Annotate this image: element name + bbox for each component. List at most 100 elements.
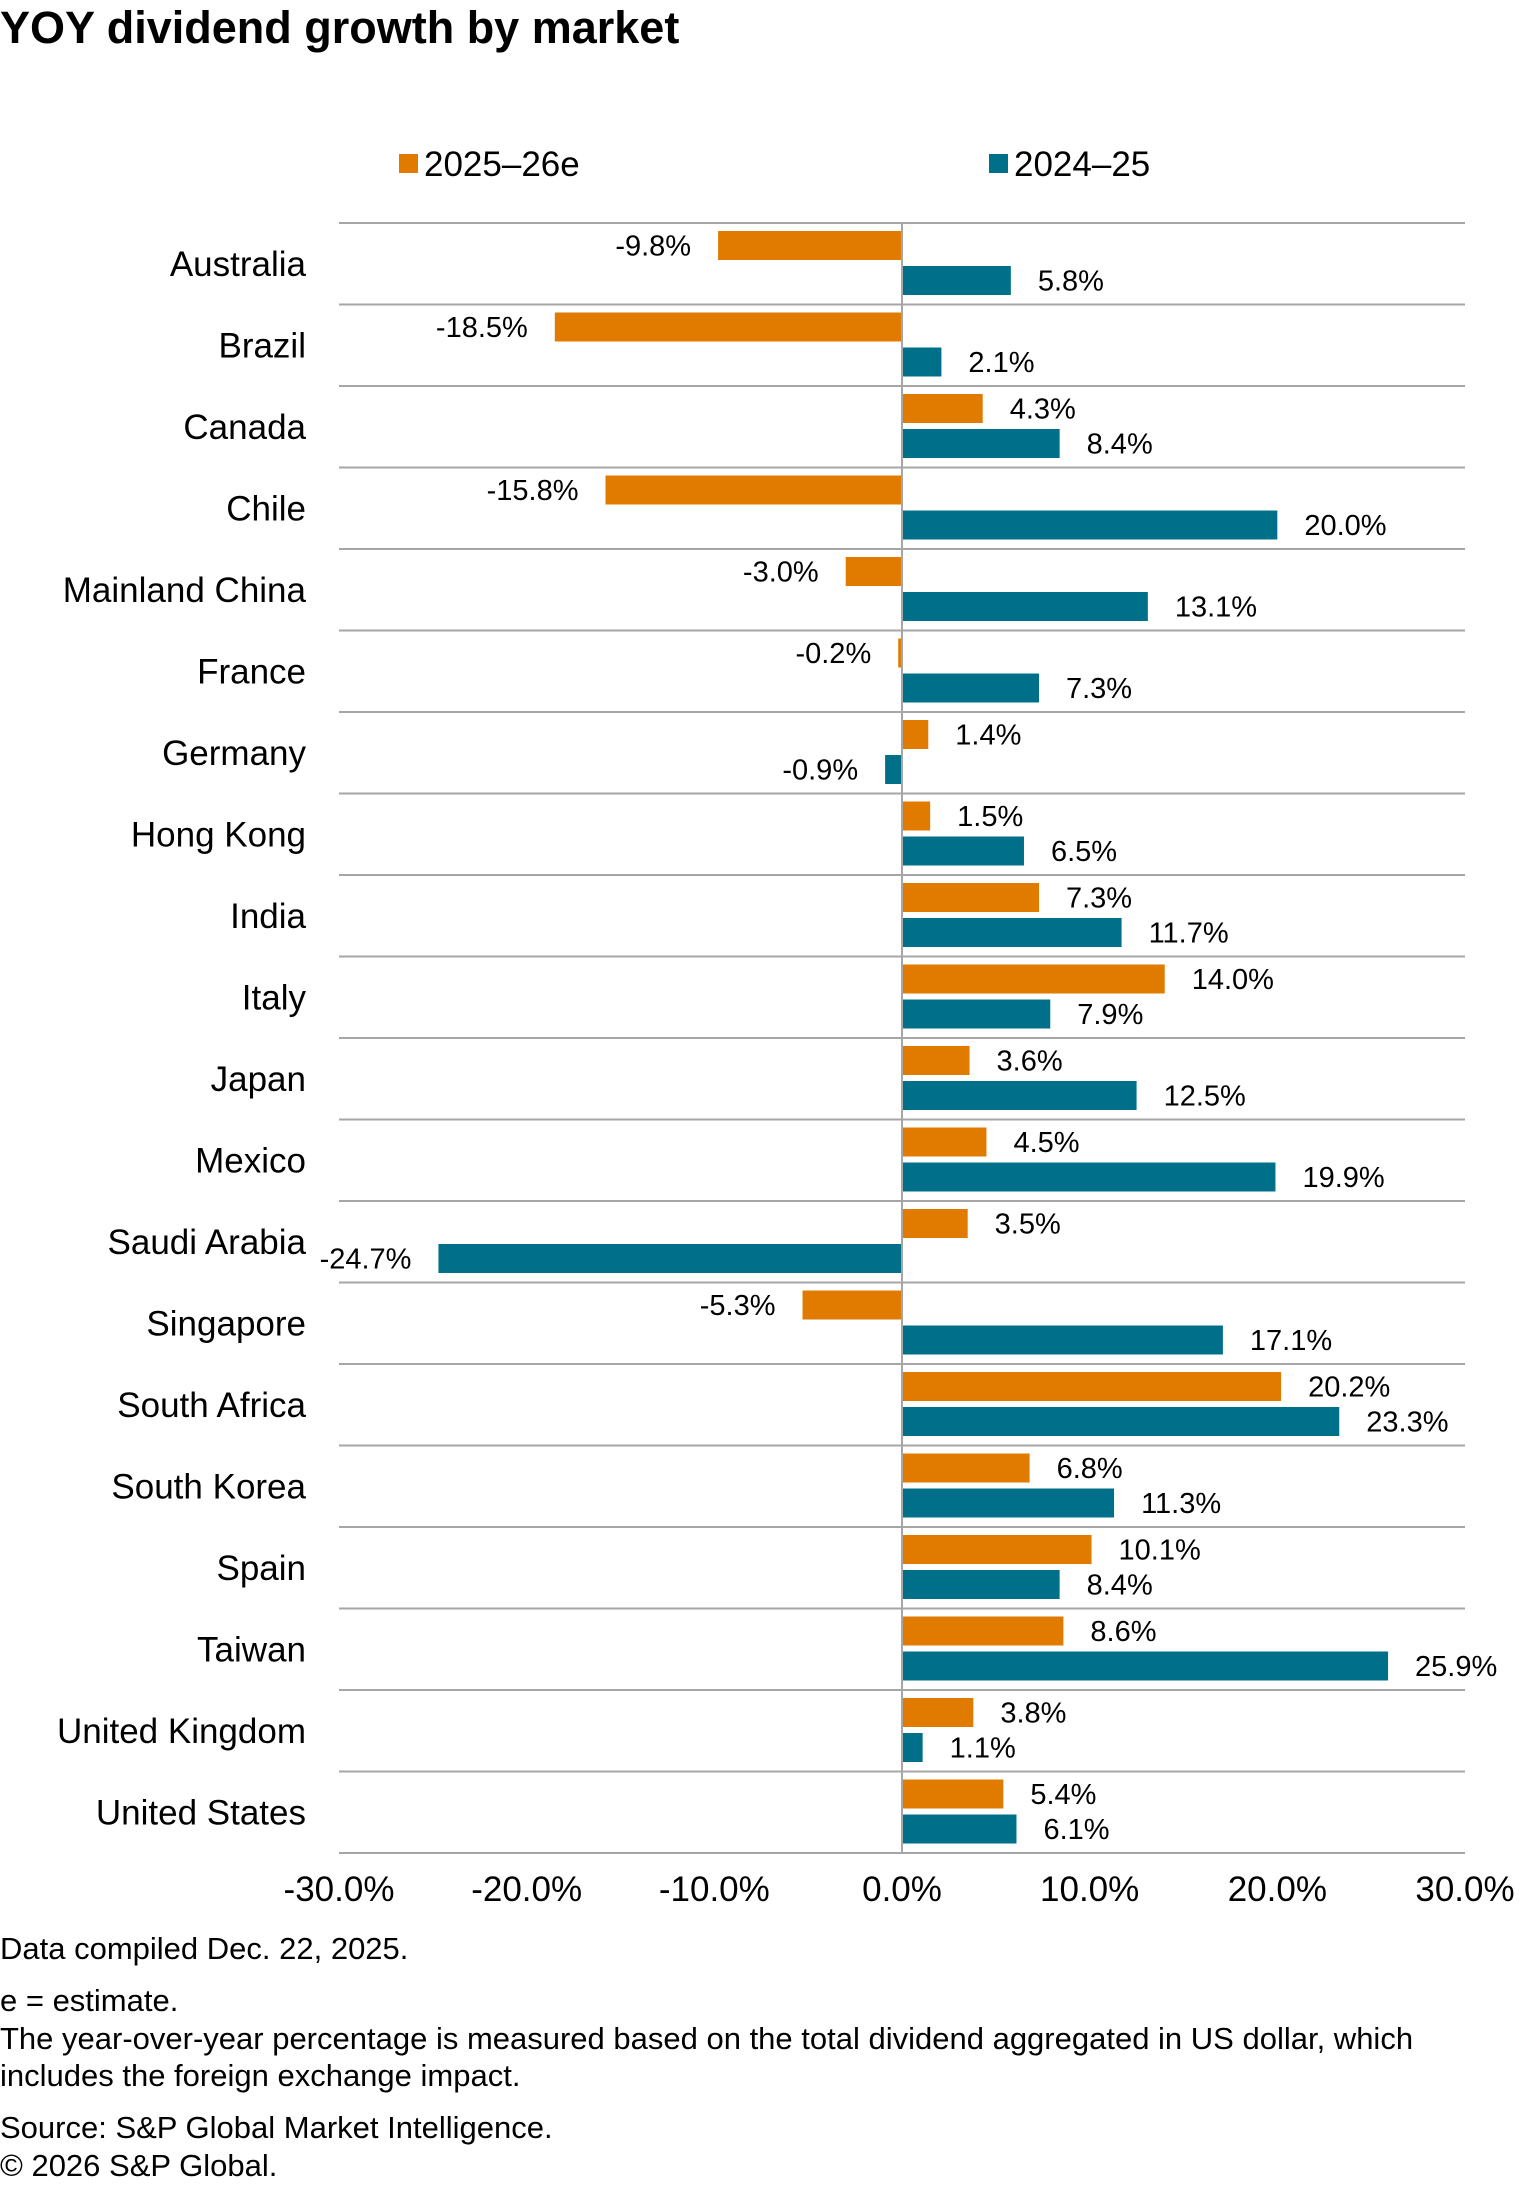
bar (902, 510, 1278, 540)
category-label: Saudi Arabia (108, 1223, 307, 1262)
x-tick-label: -20.0% (471, 1870, 582, 1909)
bar (902, 1698, 974, 1727)
category-label: Taiwan (197, 1631, 306, 1670)
data-label: 4.3% (1010, 394, 1076, 426)
data-label: 4.5% (1013, 1127, 1079, 1159)
data-label: -0.2% (795, 638, 871, 670)
legend-label: 2024–25 (1014, 145, 1150, 184)
category-label: India (230, 897, 306, 936)
bar (902, 592, 1148, 621)
data-label: 7.9% (1077, 999, 1143, 1031)
bar (902, 1570, 1060, 1599)
data-label: 3.5% (995, 1209, 1061, 1241)
category-label: South Africa (117, 1386, 306, 1425)
note-copyright: © 2026 S&P Global. (0, 2148, 278, 2184)
x-tick-label: 0.0% (862, 1870, 942, 1909)
bar-chart: 2025–26e 2024–25 Australia Brazil Canada Chil… (57, 145, 1515, 1909)
data-label: -18.5% (436, 312, 528, 344)
category-label: Mexico (195, 1142, 306, 1181)
data-label: 13.1% (1175, 592, 1257, 624)
data-label: 3.6% (997, 1046, 1063, 1078)
note-source: Source: S&P Global Market Intelligence. (0, 2110, 553, 2146)
bar (554, 312, 902, 342)
bar (902, 720, 929, 749)
category-label: Australia (170, 245, 307, 284)
bar (902, 918, 1122, 947)
data-label: 19.9% (1302, 1162, 1384, 1194)
chart-title: YOY dividend growth by market (0, 2, 680, 53)
bar (902, 1733, 923, 1762)
data-label: -24.7% (320, 1244, 412, 1276)
bar (902, 673, 1039, 703)
category-label: United States (96, 1794, 306, 1833)
data-label: 23.3% (1366, 1407, 1448, 1439)
bar (438, 1244, 902, 1273)
bar (902, 1127, 987, 1157)
category-label: South Korea (111, 1468, 306, 1507)
bar (902, 1488, 1115, 1518)
bar (902, 999, 1051, 1029)
bar (902, 801, 931, 831)
category-label: Germany (162, 734, 306, 773)
note-estimate: e = estimate. (0, 1982, 179, 2018)
data-label: 11.3% (1141, 1488, 1221, 1520)
bar (898, 638, 902, 668)
category-label: Mainland China (63, 571, 307, 610)
data-label: 5.4% (1030, 1779, 1096, 1811)
bar (902, 1081, 1137, 1110)
category-label: France (197, 653, 306, 692)
category-label: Canada (183, 408, 306, 447)
category-label: Italy (242, 979, 307, 1018)
bar (902, 964, 1165, 994)
data-label: 14.0% (1192, 964, 1274, 996)
category-label: Spain (216, 1549, 306, 1588)
category-label: Japan (211, 1060, 306, 1099)
data-label: 3.8% (1000, 1698, 1066, 1730)
data-label: -0.9% (782, 755, 858, 787)
bar (902, 836, 1024, 866)
data-label: 5.8% (1038, 266, 1104, 298)
bar (902, 1372, 1282, 1401)
data-label: 12.5% (1164, 1081, 1246, 1113)
bar (902, 429, 1060, 458)
data-label: 6.8% (1057, 1453, 1123, 1485)
bar (902, 1407, 1340, 1436)
x-tick-label: -10.0% (659, 1870, 770, 1909)
data-label: 1.1% (950, 1733, 1016, 1765)
x-tick-label: -30.0% (284, 1870, 395, 1909)
data-label: 11.7% (1149, 918, 1229, 950)
data-label: 7.3% (1066, 883, 1132, 915)
category-label: United Kingdom (57, 1712, 306, 1751)
bar (902, 1453, 1030, 1483)
data-label: 8.4% (1087, 1570, 1153, 1602)
bar (902, 1779, 1004, 1809)
category-label: Brazil (218, 327, 306, 366)
bar (802, 1290, 902, 1320)
data-label: 20.2% (1308, 1372, 1390, 1404)
bar (902, 1162, 1276, 1192)
data-label: -3.0% (743, 557, 819, 589)
data-label: 8.6% (1090, 1616, 1156, 1648)
bar (605, 475, 902, 505)
category-label: Hong Kong (131, 816, 306, 855)
bar (902, 1814, 1017, 1844)
x-tick-label: 30.0% (1415, 1870, 1514, 1909)
category-label: Singapore (146, 1305, 306, 1344)
legend-label: 2025–26e (424, 145, 580, 184)
bar (718, 231, 902, 260)
chart-notes: Data compiled Dec. 22, 2025. e = estimat… (0, 1930, 1520, 2185)
data-label: 7.3% (1066, 673, 1132, 705)
note-description: The year-over-year percentage is measure… (0, 2020, 1414, 2094)
data-label: 20.0% (1304, 510, 1386, 542)
bar (902, 266, 1011, 295)
bar (885, 755, 902, 784)
category-label: Chile (226, 490, 306, 529)
data-label: 6.1% (1043, 1814, 1109, 1846)
bar (902, 1535, 1092, 1564)
data-label: -5.3% (700, 1290, 776, 1322)
data-label: 1.4% (955, 720, 1021, 752)
legend-swatch (989, 154, 1008, 173)
bar (845, 557, 902, 586)
x-tick-label: 20.0% (1228, 1870, 1327, 1909)
data-label: -9.8% (615, 231, 691, 263)
